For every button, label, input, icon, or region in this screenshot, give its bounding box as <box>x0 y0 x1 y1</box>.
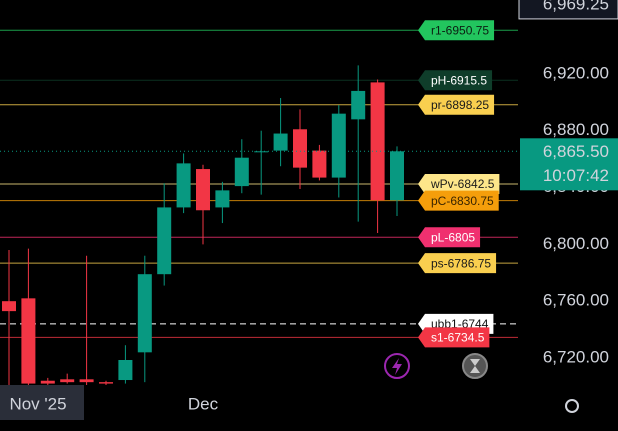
candle-body <box>254 151 269 153</box>
badge-bg <box>418 173 500 194</box>
badge-bg <box>418 70 493 91</box>
candle-body <box>293 129 307 168</box>
candle-body <box>79 379 94 383</box>
y-tick-label: 6,880.00 <box>543 120 609 139</box>
candle-body <box>2 301 16 312</box>
plot-area <box>0 29 518 385</box>
candle-body <box>351 90 366 120</box>
x-label-bg <box>0 385 84 420</box>
y-tick-label: 6,920.00 <box>543 63 609 82</box>
candle-body <box>137 274 152 353</box>
settings-icon[interactable] <box>565 399 579 413</box>
level-badge: pH-6915.5 <box>418 70 493 91</box>
level-badge: r1-6950.75 <box>418 20 495 41</box>
candle-body <box>60 379 75 383</box>
x-label: Nov '25 <box>0 385 84 420</box>
level-label: pL-6805 <box>431 230 475 244</box>
candle-body <box>196 169 210 211</box>
badge-bg <box>418 327 490 348</box>
last-price-label: 6,865.50 <box>543 142 609 161</box>
level-badge: pL-6805 <box>418 227 481 248</box>
candle-body <box>234 157 249 187</box>
level-badge: pr-6898.25 <box>418 94 495 115</box>
x-tick-label: Nov '25 <box>9 394 66 413</box>
alert-icon[interactable] <box>384 353 410 379</box>
level-label: wPv-6842.5 <box>430 177 495 191</box>
candle-body <box>40 380 55 384</box>
candle-body <box>215 190 230 208</box>
badge-bg <box>418 190 499 211</box>
badge-bg <box>418 94 495 115</box>
badge-bg <box>418 227 481 248</box>
overlay: 6,720.006,760.006,800.006,840.006,880.00… <box>0 0 618 420</box>
high-marker-bg <box>518 0 618 20</box>
level-label: pr-6898.25 <box>431 98 489 112</box>
lightning <box>392 358 402 375</box>
candle-body <box>331 113 346 178</box>
candle-body <box>118 359 133 381</box>
candle-body <box>390 151 404 201</box>
level-label: s1-6734.5 <box>431 331 485 345</box>
level-badge: ps-6786.75 <box>418 253 497 274</box>
candle-body <box>312 150 327 178</box>
level-label: r1-6950.75 <box>431 23 489 37</box>
candle-body <box>370 82 385 201</box>
level-label: ps-6786.75 <box>431 256 491 270</box>
level-badge: pC-6830.75 <box>418 190 499 211</box>
level-label: pC-6830.75 <box>431 194 494 208</box>
countdown: 10:07:42 <box>543 166 609 185</box>
candle-body <box>21 298 36 384</box>
y-tick-label: 6,720.00 <box>543 347 609 366</box>
x-tick-label: Dec <box>188 394 219 413</box>
replay-icon[interactable] <box>462 353 488 379</box>
level-label: pH-6915.5 <box>431 73 487 87</box>
hourglass <box>470 359 480 373</box>
badge-bg <box>418 253 497 274</box>
badge-bg <box>418 20 495 41</box>
candle-body <box>273 133 288 151</box>
candle-body <box>99 382 113 384</box>
high-marker-label: 6,969.25 <box>543 0 609 13</box>
last-price-bg <box>520 138 618 191</box>
candle-body <box>176 163 191 208</box>
y-tick-label: 6,760.00 <box>543 291 609 310</box>
x-label: Dec <box>188 394 219 413</box>
level-badge: wPv-6842.5 <box>418 173 500 194</box>
candle-body <box>157 207 172 275</box>
y-tick-label: 6,800.00 <box>543 234 609 253</box>
level-badge: s1-6734.5 <box>418 327 490 348</box>
